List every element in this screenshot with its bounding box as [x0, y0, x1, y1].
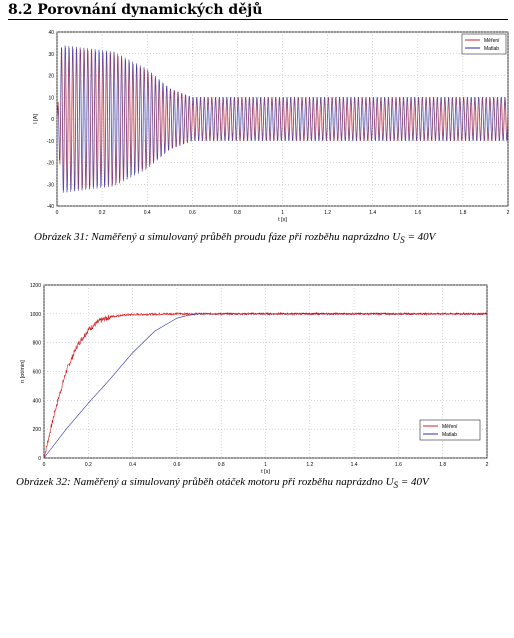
caption-math: U	[392, 231, 401, 243]
x-tick-label: 0.6	[189, 210, 196, 216]
x-tick-label: 1.8	[459, 210, 466, 216]
motor-speed-chart: 0 0.2 0.4 0.6 0.8 1 1.2 1.4 1.6 1.8 2 1200 1000 800 60…	[20, 283, 489, 475]
x-tick-label: 2	[486, 462, 489, 468]
y-tick-label: 20	[48, 74, 54, 80]
y-tick-label: 0	[38, 456, 41, 462]
x-tick-label: 1.6	[395, 462, 402, 468]
y-tick-label: 200	[33, 427, 42, 433]
x-tick-label: 0.4	[129, 462, 136, 468]
figure-31-caption: Obrázek 31: Naměřený a simulovaný průběh…	[34, 231, 435, 245]
y-tick-label: 40	[48, 30, 54, 36]
x-tick-label: 1	[264, 462, 267, 468]
y-tick-label: -30	[47, 182, 54, 188]
legend-entry: Měření	[442, 424, 458, 430]
caption-text: Obrázek 31: Naměřený a simulovaný průběh…	[34, 231, 390, 243]
x-tick-label: 2	[507, 210, 510, 216]
legend-box	[461, 33, 507, 55]
x-tick-label: 1.4	[351, 462, 358, 468]
y-tick-label: 10	[48, 95, 54, 101]
y-axis-label: n [ot/min]	[20, 360, 26, 383]
x-tick-label: 0	[43, 462, 46, 468]
series-line-matlab	[56, 45, 509, 193]
section-heading: 8.2 Porovnání dynamických dějů	[8, 2, 508, 20]
y-tick-label: 400	[33, 398, 42, 404]
x-tick-label: 0	[56, 210, 59, 216]
series-line-matlab	[43, 313, 487, 459]
y-tick-label: 30	[48, 52, 54, 58]
x-tick-label: 1.2	[306, 462, 313, 468]
y-tick-label: 1000	[30, 312, 41, 318]
caption-equation: = 40V	[404, 231, 436, 243]
x-tick-label: 0.2	[99, 210, 106, 216]
caption-subscript: S	[393, 480, 399, 491]
y-tick-label: 1200	[30, 283, 41, 289]
x-tick-label: 0.8	[218, 462, 225, 468]
y-tick-label: -10	[47, 139, 54, 145]
x-tick-label: 1	[281, 210, 284, 216]
x-tick-label: 0.2	[85, 462, 92, 468]
y-tick-label: -40	[47, 204, 54, 210]
caption-text: Obrázek 32: Naměřený a simulovaný průběh…	[16, 476, 383, 488]
y-tick-label: 600	[33, 370, 42, 376]
y-axis-label: I [A]	[33, 114, 39, 124]
x-tick-label: 1.2	[324, 210, 331, 216]
legend-entry: Matlab	[442, 432, 457, 438]
x-axis-label: t [s]	[261, 469, 270, 475]
x-tick-label: 0.4	[144, 210, 151, 216]
caption-subscript: S	[400, 235, 405, 246]
figure-32-caption: Obrázek 32: Naměřený a simulovaný průběh…	[16, 476, 429, 490]
legend-box	[419, 419, 481, 441]
x-tick-label: 1.6	[414, 210, 421, 216]
series-line-mereni	[56, 47, 509, 191]
y-tick-label: -20	[47, 161, 54, 167]
y-tick-label: 0	[51, 117, 54, 123]
legend-entry: Měření	[484, 38, 500, 44]
phase-current-chart: 0 0.2 0.4 0.6 0.8 1 1.2 1.4 1.6 1.8 2 40 30 20 10 0 -10 -…	[33, 30, 510, 223]
x-tick-label: 1.8	[439, 462, 446, 468]
x-tick-label: 0.6	[173, 462, 180, 468]
y-tick-label: 800	[33, 341, 42, 347]
caption-equation: = 40V	[398, 476, 429, 488]
x-axis-label: t [s]	[278, 217, 287, 223]
x-tick-label: 0.8	[234, 210, 241, 216]
caption-math: U	[385, 476, 394, 488]
legend-entry: Matlab	[484, 46, 499, 52]
x-tick-label: 1.4	[369, 210, 376, 216]
